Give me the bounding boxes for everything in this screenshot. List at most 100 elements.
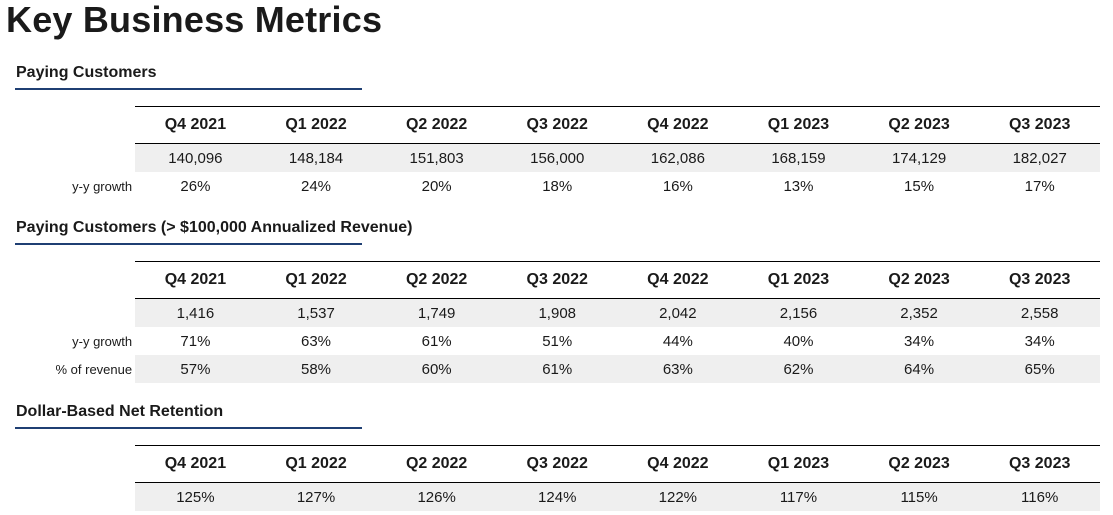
- table-cell: 58%: [255, 355, 377, 383]
- table-cell: 34%: [904, 332, 935, 350]
- row-label: [0, 143, 136, 172]
- header-row: Q4 2021 Q1 2022 Q2 2022 Q3 2022 Q4 2022 …: [0, 445, 1100, 483]
- quarter-header: Q2 2022: [376, 261, 497, 299]
- table-cell: 174,129: [858, 143, 980, 172]
- table-cell: 182,027: [979, 143, 1100, 172]
- table-cell: 71%: [180, 332, 211, 350]
- table-row: % of revenue 57% 58% 60% 61% 63% 62% 64%…: [0, 355, 1100, 383]
- table-cell: 140,096: [135, 143, 256, 172]
- table-cell: 2,558: [979, 298, 1100, 327]
- row-label-header: [0, 262, 135, 299]
- table-cell: 15%: [904, 177, 935, 195]
- row-label: y-y growth: [72, 178, 133, 194]
- table-cell: 61%: [496, 355, 618, 383]
- table-row: y-y growth 26% 24% 20% 18% 16% 13% 15% 1…: [0, 172, 1100, 200]
- row-label: y-y growth: [72, 333, 133, 349]
- table-row: 140,096 148,184 151,803 156,000 162,086 …: [0, 143, 1100, 172]
- row-label: % of revenue: [0, 355, 136, 383]
- table-cell: 162,086: [617, 143, 739, 172]
- quarter-header: Q4 2022: [617, 106, 739, 144]
- table-cell: 64%: [858, 355, 980, 383]
- quarter-header: Q3 2023: [979, 261, 1100, 299]
- row-label: [0, 482, 136, 511]
- table-cell: 57%: [135, 355, 256, 383]
- table-cell: 2,156: [738, 298, 859, 327]
- row-label: [0, 298, 136, 327]
- table-cell: 125%: [135, 482, 256, 511]
- table-cell: 20%: [421, 177, 452, 195]
- table-cell: 13%: [783, 177, 814, 195]
- table-cell: 1,416: [135, 298, 256, 327]
- metrics-table: Q4 2021 Q1 2022 Q2 2022 Q3 2022 Q4 2022 …: [0, 445, 1100, 511]
- table-cell: 62%: [738, 355, 859, 383]
- quarter-header: Q1 2022: [255, 106, 377, 144]
- quarter-header: Q1 2023: [738, 445, 859, 483]
- page-title: Key Business Metrics: [6, 0, 383, 40]
- table-cell: 65%: [979, 355, 1100, 383]
- header-row: Q4 2021 Q1 2022 Q2 2022 Q3 2022 Q4 2022 …: [0, 261, 1100, 299]
- section-divider: [15, 243, 362, 245]
- table-cell: 117%: [738, 482, 859, 511]
- quarter-header: Q3 2023: [979, 445, 1100, 483]
- quarter-header: Q2 2022: [376, 445, 497, 483]
- table-cell: 63%: [617, 355, 739, 383]
- table-cell: 61%: [421, 332, 452, 350]
- quarter-header: Q2 2023: [858, 445, 980, 483]
- quarter-header: Q1 2022: [255, 445, 377, 483]
- table-cell: 124%: [496, 482, 618, 511]
- header-row: Q4 2021 Q1 2022 Q2 2022 Q3 2022 Q4 2022 …: [0, 106, 1100, 144]
- table-cell: 17%: [1024, 177, 1055, 195]
- table-cell: 156,000: [496, 143, 618, 172]
- table-cell: 44%: [662, 332, 693, 350]
- table-cell: 18%: [542, 177, 573, 195]
- table-cell: 127%: [255, 482, 377, 511]
- quarter-header: Q2 2023: [858, 261, 980, 299]
- quarter-header: Q1 2023: [738, 106, 859, 144]
- quarter-header: Q1 2022: [255, 261, 377, 299]
- table-cell: 126%: [376, 482, 497, 511]
- table-cell: 168,159: [738, 143, 859, 172]
- section-divider: [15, 427, 362, 429]
- table-cell: 40%: [783, 332, 814, 350]
- row-label-header: [0, 107, 135, 144]
- row-label-header: [0, 446, 135, 483]
- table-cell: 34%: [1024, 332, 1055, 350]
- table-cell: 122%: [617, 482, 739, 511]
- quarter-header: Q2 2022: [376, 106, 497, 144]
- table-cell: 16%: [662, 177, 693, 195]
- quarter-header: Q1 2023: [738, 261, 859, 299]
- table-cell: 24%: [301, 177, 332, 195]
- quarter-header: Q3 2023: [979, 106, 1100, 144]
- table-cell: 116%: [979, 482, 1100, 511]
- quarter-header: Q4 2021: [135, 106, 256, 144]
- table-cell: 2,352: [858, 298, 980, 327]
- table-cell: 1,749: [376, 298, 497, 327]
- table-cell: 63%: [301, 332, 332, 350]
- quarter-header: Q4 2021: [135, 445, 256, 483]
- table-cell: 60%: [376, 355, 497, 383]
- section-title: Paying Customers: [16, 64, 157, 81]
- table-cell: 1,908: [496, 298, 618, 327]
- section-title: Dollar-Based Net Retention: [16, 403, 224, 420]
- table-cell: 2,042: [617, 298, 739, 327]
- quarter-header: Q4 2022: [617, 261, 739, 299]
- table-cell: 1,537: [255, 298, 377, 327]
- quarter-header: Q2 2023: [858, 106, 980, 144]
- section-divider: [15, 88, 362, 90]
- metrics-table: Q4 2021 Q1 2022 Q2 2022 Q3 2022 Q4 2022 …: [0, 261, 1100, 383]
- section-title: Paying Customers (> $100,000 Annualized …: [16, 219, 413, 236]
- quarter-header: Q3 2022: [496, 445, 618, 483]
- metrics-table: Q4 2021 Q1 2022 Q2 2022 Q3 2022 Q4 2022 …: [0, 106, 1100, 200]
- table-cell: 26%: [180, 177, 211, 195]
- table-cell: 115%: [858, 482, 980, 511]
- table-row: y-y growth 71% 63% 61% 51% 44% 40% 34% 3…: [0, 327, 1100, 355]
- table-cell: 148,184: [255, 143, 377, 172]
- quarter-header: Q3 2022: [496, 261, 618, 299]
- quarter-header: Q4 2021: [135, 261, 256, 299]
- table-cell: 151,803: [376, 143, 497, 172]
- quarter-header: Q3 2022: [496, 106, 618, 144]
- quarter-header: Q4 2022: [617, 445, 739, 483]
- table-row: 125% 127% 126% 124% 122% 117% 115% 116%: [0, 482, 1100, 511]
- table-row: 1,416 1,537 1,749 1,908 2,042 2,156 2,35…: [0, 298, 1100, 327]
- table-cell: 51%: [542, 332, 573, 350]
